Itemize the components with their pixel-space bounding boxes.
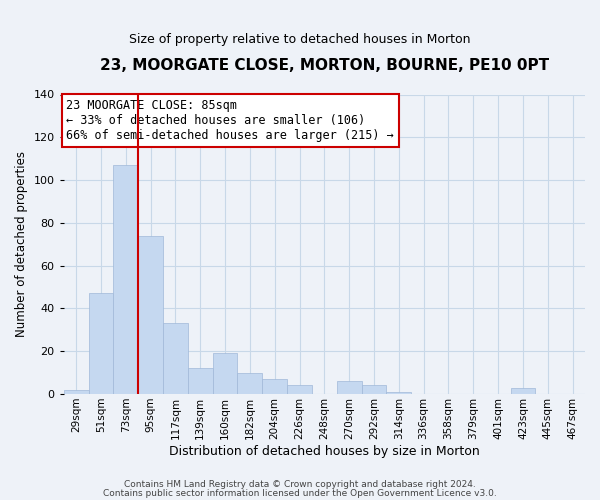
Bar — [262, 379, 287, 394]
Bar — [113, 165, 138, 394]
Text: Size of property relative to detached houses in Morton: Size of property relative to detached ho… — [129, 32, 471, 46]
Text: Contains public sector information licensed under the Open Government Licence v3: Contains public sector information licen… — [103, 488, 497, 498]
Bar — [511, 388, 535, 394]
Bar — [89, 294, 113, 394]
Bar — [337, 381, 362, 394]
Bar — [238, 372, 262, 394]
Bar — [64, 390, 89, 394]
X-axis label: Distribution of detached houses by size in Morton: Distribution of detached houses by size … — [169, 444, 480, 458]
Y-axis label: Number of detached properties: Number of detached properties — [15, 152, 28, 338]
Bar — [188, 368, 212, 394]
Bar — [287, 386, 312, 394]
Bar — [362, 386, 386, 394]
Text: 23 MOORGATE CLOSE: 85sqm
← 33% of detached houses are smaller (106)
66% of semi-: 23 MOORGATE CLOSE: 85sqm ← 33% of detach… — [67, 99, 394, 142]
Title: 23, MOORGATE CLOSE, MORTON, BOURNE, PE10 0PT: 23, MOORGATE CLOSE, MORTON, BOURNE, PE10… — [100, 58, 549, 72]
Bar — [163, 324, 188, 394]
Bar — [212, 354, 238, 394]
Bar — [386, 392, 411, 394]
Text: Contains HM Land Registry data © Crown copyright and database right 2024.: Contains HM Land Registry data © Crown c… — [124, 480, 476, 489]
Bar — [138, 236, 163, 394]
